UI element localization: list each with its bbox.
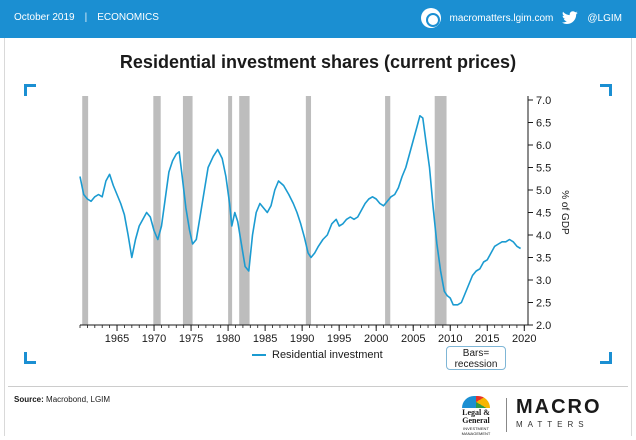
recession-legend-line2: recession [454, 359, 498, 370]
logo-divider [506, 398, 507, 432]
x-tick-label-0: 1965 [105, 333, 129, 345]
lg-logo-line1: Legal & [462, 408, 490, 417]
legend-label: Residential investment [272, 349, 383, 361]
source-text: Macrobond, LGIM [46, 395, 111, 404]
x-tick-label-7: 2000 [364, 333, 388, 345]
chart-legend: Residential investment [252, 349, 383, 361]
y-tick-label-1: 2.5 [536, 298, 551, 310]
corner-bracket-bottom-right [600, 352, 612, 364]
x-tick-label-11: 2020 [512, 333, 536, 345]
header-bar: October 2019 | ECONOMICS macromatters.lg… [0, 0, 636, 38]
x-tick-label-8: 2005 [401, 333, 425, 345]
x-tick-label-9: 2010 [438, 333, 462, 345]
recession-bar-0 [82, 96, 89, 325]
macro-matters-badge-icon [421, 8, 442, 28]
lg-logo-text: Legal & General [452, 409, 500, 425]
y-tick-label-8: 6.0 [536, 140, 551, 152]
legend-swatch [252, 354, 266, 356]
y-tick-label-6: 5.0 [536, 185, 551, 197]
recession-bar-5 [305, 96, 312, 325]
y-tick-label-0: 2.0 [536, 320, 551, 332]
recession-legend-box: Bars= recession [446, 346, 506, 370]
umbrella-icon [462, 396, 490, 408]
y-tick-label-5: 4.5 [536, 208, 551, 220]
y-tick-label-7: 5.5 [536, 163, 551, 175]
matters-wordmark: MATTERS [516, 420, 589, 429]
x-tick-label-6: 1995 [327, 333, 351, 345]
header-separator: | [84, 12, 88, 23]
x-tick-label-3: 1980 [216, 333, 240, 345]
recession-legend-line1: Bars= [462, 348, 490, 359]
source-label: Source: [14, 395, 44, 404]
y-tick-label-4: 4.0 [536, 230, 551, 242]
header-right: macromatters.lgim.com @LGIM [421, 8, 622, 28]
y-tick-label-10: 7.0 [536, 95, 551, 107]
recession-bar-2 [182, 96, 193, 325]
recession-bar-7 [434, 96, 447, 325]
lg-logo-line2: General [462, 416, 490, 425]
series-layer [79, 115, 522, 306]
slide-frame [4, 38, 632, 436]
x-tick-label-1: 1970 [142, 333, 166, 345]
report-date: October 2019 [14, 12, 75, 23]
series-line-0 [79, 115, 522, 306]
x-tick-label-10: 2015 [475, 333, 499, 345]
axes: 1965 1970 1975 1980 1985 1990 1995 2000 2005 2010… [79, 95, 551, 345]
y-tick-label-3: 3.5 [536, 253, 551, 265]
macro-wordmark: MACRO [516, 396, 602, 418]
lg-logo-sub: INVESTMENT MANAGEMENT [461, 426, 491, 436]
recession-bar-6 [385, 96, 391, 325]
corner-bracket-top-right [600, 84, 612, 96]
website-link[interactable]: macromatters.lgim.com [449, 12, 554, 24]
footer-divider [8, 386, 628, 387]
corner-bracket-top-left [24, 84, 36, 96]
legal-general-logo: Legal & General INVESTMENT MANAGEMENT [452, 396, 500, 436]
report-category: ECONOMICS [97, 12, 159, 23]
twitter-handle[interactable]: @LGIM [587, 12, 622, 24]
x-tick-label-2: 1975 [179, 333, 203, 345]
x-tick-label-5: 1990 [290, 333, 314, 345]
recession-bars [82, 96, 447, 325]
y-tick-label-9: 6.5 [536, 118, 551, 130]
source-note: Source: Macrobond, LGIM [14, 395, 110, 404]
corner-bracket-bottom-left [24, 352, 36, 364]
recession-bar-1 [153, 96, 161, 325]
chart-title: Residential investment shares (current p… [119, 52, 517, 72]
x-tick-label-4: 1985 [253, 333, 277, 345]
twitter-bird-icon [562, 11, 579, 24]
recession-bar-4 [239, 96, 250, 325]
y-tick-label-2: 3.0 [536, 275, 551, 287]
y-axis-label: % of GDP [559, 190, 570, 235]
header-left: October 2019 | ECONOMICS [14, 12, 159, 23]
